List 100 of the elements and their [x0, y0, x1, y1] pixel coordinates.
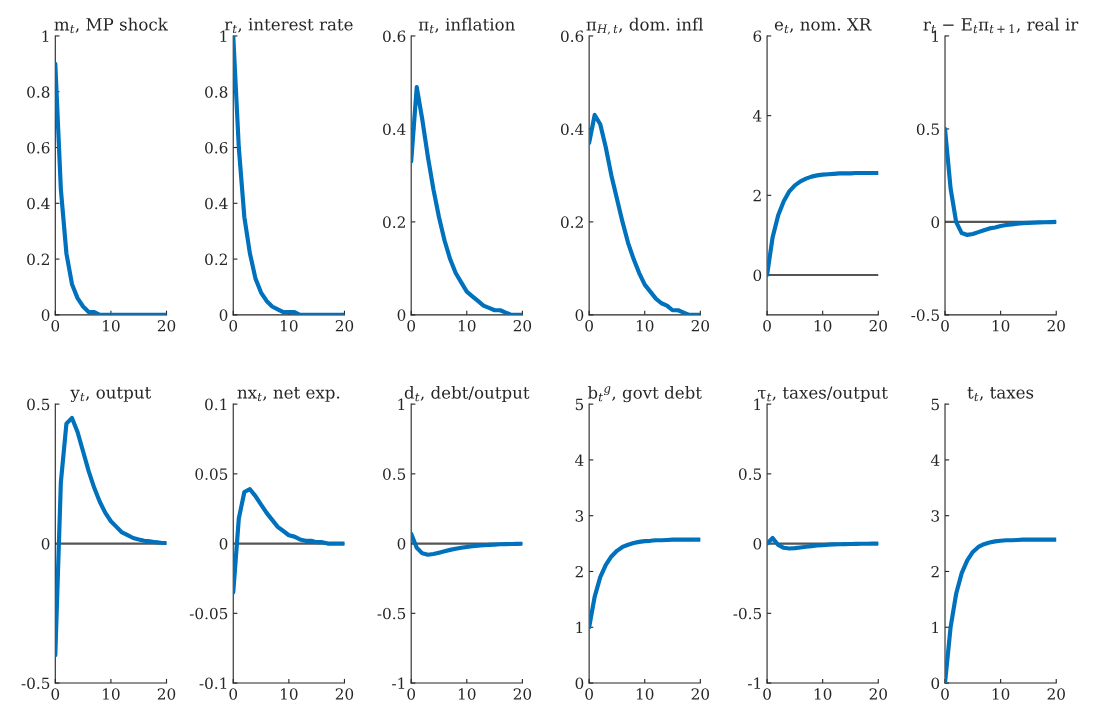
y-tick-label: -0.5: [21, 677, 50, 690]
line-series: [233, 35, 345, 315]
x-tick-label: 0: [407, 688, 416, 700]
line-series: [233, 487, 345, 595]
y-tick-label: 0: [753, 269, 762, 282]
y-tick-label: 5: [575, 398, 584, 411]
y-tick-label: 0.4: [205, 197, 228, 210]
chart-title: m$_{t}$, MP shock: [54, 17, 168, 34]
x-tick-label: 0: [941, 320, 949, 332]
y-tick-label: 1: [932, 621, 938, 634]
line-series: [55, 415, 167, 658]
chart-title: e$_{t}$, nom. XR: [774, 18, 872, 34]
y-tick-label: 4: [575, 454, 584, 466]
x-tick-label: 0: [229, 320, 238, 332]
y-tick-label: -0.5: [911, 309, 939, 321]
x-tick-label: 10: [103, 320, 120, 332]
x-tick-label: 10: [992, 688, 1010, 700]
y-tick-label: 0: [219, 538, 228, 550]
x-tick-label: 20: [1047, 688, 1065, 700]
x-tick-label: 0: [229, 688, 238, 700]
y-tick-label: 3: [575, 510, 584, 522]
x-tick-label: 10: [103, 688, 120, 700]
x-tick-label: 0: [51, 688, 60, 700]
x-tick-label: 10: [280, 320, 298, 332]
line-series: [55, 61, 167, 315]
y-tick-label: -1: [748, 677, 761, 689]
chart-title: r$_{t}$, interest rate: [224, 18, 353, 34]
line-series: [945, 126, 1057, 237]
chart-title: π$_{t}$, inflation: [418, 17, 515, 34]
x-tick-label: 10: [992, 320, 1010, 332]
y-tick-label: 0: [753, 538, 762, 550]
y-tick-label: 0.05: [195, 468, 228, 480]
y-tick-label: 0.6: [560, 30, 584, 42]
y-tick-label: 4: [930, 454, 940, 466]
y-tick-label: 1: [42, 30, 49, 42]
line-series: [589, 537, 701, 630]
y-tick-label: 0.4: [383, 123, 406, 135]
x-tick-label: 20: [513, 320, 532, 332]
x-tick-label: 20: [157, 320, 176, 332]
y-tick-label: 5: [931, 398, 939, 411]
y-tick-label: 0.1: [205, 398, 227, 411]
y-tick-label: 0: [931, 677, 940, 690]
y-tick-label: 1: [576, 621, 583, 634]
chart-title: y$_{t}$, output: [70, 387, 152, 403]
x-tick-label: 20: [335, 320, 354, 332]
y-tick-label: 0: [41, 309, 50, 321]
x-tick-label: 0: [585, 320, 593, 332]
y-tick-label: 0: [575, 309, 584, 321]
y-tick-label: 2: [753, 189, 761, 202]
y-tick-label: 0: [219, 309, 228, 321]
y-tick-label: 0.2: [560, 216, 583, 228]
y-tick-label: 0.8: [205, 86, 228, 98]
x-tick-label: 20: [691, 320, 710, 332]
y-tick-label: 3: [931, 510, 940, 522]
x-tick-label: 10: [458, 320, 476, 332]
y-tick-label: 0.8: [27, 86, 50, 98]
x-tick-label: 20: [869, 320, 887, 332]
y-tick-label: 6: [753, 30, 762, 42]
x-tick-label: 0: [407, 320, 416, 332]
y-tick-label: -0.5: [377, 607, 406, 620]
x-tick-label: 20: [513, 688, 532, 700]
chart-title: b$_{t}$$^{g}$, govt debt: [587, 385, 702, 403]
y-tick-label: 0: [931, 216, 940, 228]
y-tick-label: 0: [575, 677, 584, 690]
x-tick-label: 10: [636, 320, 654, 332]
y-tick-label: 4: [752, 110, 762, 122]
x-tick-label: 20: [869, 688, 887, 700]
y-tick-label: 0.6: [27, 141, 50, 154]
y-tick-label: -0.5: [733, 607, 762, 620]
line-series: [411, 85, 523, 315]
chart-title: π$_{H,t}$, dom. infl: [586, 17, 703, 35]
x-tick-label: 10: [280, 688, 298, 700]
x-tick-label: 10: [636, 688, 654, 700]
y-tick-label: 0.2: [205, 253, 227, 266]
y-tick-label: 1: [220, 30, 227, 42]
y-tick-label: -0.1: [199, 677, 227, 690]
y-tick-label: 0.4: [560, 123, 584, 135]
x-tick-label: 0: [585, 688, 593, 700]
line-series: [767, 170, 879, 278]
y-tick-label: 0.4: [27, 197, 50, 210]
x-tick-label: 20: [691, 688, 710, 700]
x-tick-label: 20: [335, 688, 354, 700]
chart-title: t$_{t}$, taxes: [967, 387, 1034, 402]
line-series: [411, 531, 523, 557]
x-tick-label: 10: [814, 688, 832, 700]
x-tick-label: 0: [763, 688, 771, 700]
y-tick-label: 0: [397, 309, 406, 321]
y-tick-label: 0: [41, 538, 50, 550]
chart-title: d$_{t}$, debt/output: [404, 385, 530, 403]
x-tick-label: 0: [51, 320, 60, 332]
y-tick-label: 0: [397, 538, 406, 550]
y-tick-label: 2: [931, 565, 939, 578]
y-tick-label: 0.6: [205, 141, 228, 154]
x-tick-label: 0: [941, 688, 949, 700]
y-tick-label: 0.2: [27, 253, 49, 266]
y-tick-label: -1: [392, 677, 405, 689]
y-tick-label: 2: [575, 565, 583, 578]
x-tick-label: 20: [157, 688, 176, 700]
y-tick-label: 0.6: [383, 30, 406, 42]
line-series: [767, 535, 879, 551]
